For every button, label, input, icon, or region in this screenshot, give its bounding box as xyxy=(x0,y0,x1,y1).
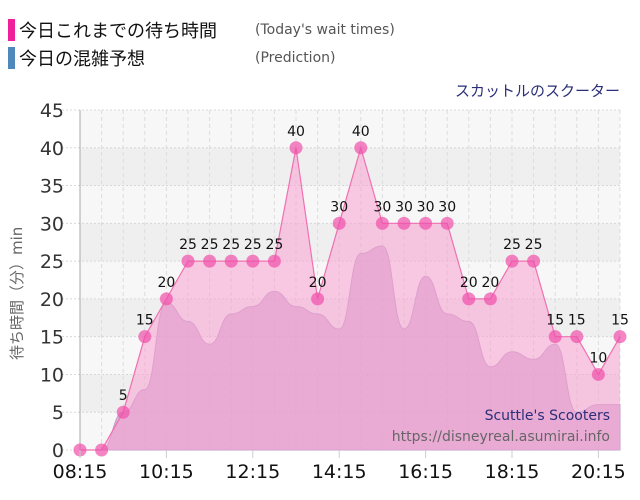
data-point xyxy=(267,254,281,268)
data-point xyxy=(462,292,476,306)
data-label: 25 xyxy=(525,237,543,253)
legend-today-en: (Today's wait times) xyxy=(255,22,395,38)
y-tick-label: 20 xyxy=(40,289,64,311)
data-label: 15 xyxy=(136,313,154,329)
data-point xyxy=(483,292,497,306)
data-point xyxy=(570,330,584,344)
watermark-url: https://disneyreal.asumirai.info xyxy=(392,429,610,445)
x-tick-label: 18:15 xyxy=(485,461,540,483)
data-label: 25 xyxy=(244,237,262,253)
data-point xyxy=(203,254,217,268)
data-point xyxy=(159,292,173,306)
data-point xyxy=(181,254,195,268)
data-label: 20 xyxy=(157,275,175,291)
y-axis-label: 待ち時間（分）min xyxy=(8,227,26,360)
legend-item-today: 今日これまでの待ち時間 (Today's wait times) xyxy=(8,16,395,44)
x-tick-label: 20:15 xyxy=(571,461,626,483)
x-tick-label: 08:15 xyxy=(53,461,108,483)
data-label: 25 xyxy=(265,237,283,253)
data-label: 40 xyxy=(352,124,370,140)
data-label: 20 xyxy=(481,275,499,291)
data-point xyxy=(116,405,130,419)
data-point xyxy=(289,141,303,155)
legend-prediction-label: 今日の混雑予想 xyxy=(19,49,145,70)
data-point xyxy=(332,216,346,230)
data-point xyxy=(419,216,433,230)
x-tick-label: 10:15 xyxy=(139,461,194,483)
legend-item-prediction: 今日の混雑予想 (Prediction) xyxy=(8,44,395,72)
data-points xyxy=(73,141,627,457)
data-point xyxy=(505,254,519,268)
y-tick-label: 10 xyxy=(40,364,64,386)
legend-prediction-en: (Prediction) xyxy=(255,50,336,66)
y-tick-label: 25 xyxy=(40,251,64,273)
y-tick-label: 35 xyxy=(40,176,64,198)
data-point xyxy=(440,216,454,230)
y-tick-label: 45 xyxy=(40,100,64,122)
data-label: 25 xyxy=(503,237,521,253)
today-swatch xyxy=(8,19,15,41)
data-label: 30 xyxy=(395,199,413,215)
data-point xyxy=(246,254,260,268)
x-tick-label: 16:15 xyxy=(398,461,453,483)
data-label: 5 xyxy=(119,388,128,404)
y-tick-label: 40 xyxy=(40,138,64,160)
attraction-title: スカットルのスクーター xyxy=(454,82,620,100)
data-label: 15 xyxy=(546,313,564,329)
data-label: 15 xyxy=(611,313,629,329)
y-tick-label: 30 xyxy=(40,213,64,235)
x-tick-label: 12:15 xyxy=(225,461,280,483)
y-tick-label: 5 xyxy=(52,402,64,424)
legend-today-label: 今日これまでの待ち時間 xyxy=(19,21,217,42)
data-label: 10 xyxy=(589,350,607,366)
data-label: 25 xyxy=(201,237,219,253)
y-tick-label: 15 xyxy=(40,327,64,349)
data-point xyxy=(527,254,541,268)
legend: 今日これまでの待ち時間 (Today's wait times) 今日の混雑予想… xyxy=(8,16,395,72)
data-point xyxy=(613,330,627,344)
data-label: 40 xyxy=(287,124,305,140)
data-point xyxy=(138,330,152,344)
x-axis: 08:15 10:15 12:15 14:15 16:15 18:15 20:15 xyxy=(53,450,626,483)
data-point xyxy=(224,254,238,268)
data-label: 25 xyxy=(222,237,240,253)
watermark-name: Scuttle's Scooters xyxy=(485,408,610,424)
data-label: 30 xyxy=(373,199,391,215)
x-tick-label: 14:15 xyxy=(312,461,367,483)
data-label: 20 xyxy=(460,275,478,291)
data-label: 25 xyxy=(179,237,197,253)
y-tick-label: 0 xyxy=(52,440,64,462)
y-axis: 0 5 10 15 20 25 30 35 40 45 xyxy=(40,100,64,462)
data-label: 30 xyxy=(330,199,348,215)
data-point xyxy=(375,216,389,230)
data-label: 15 xyxy=(568,313,586,329)
data-label: 20 xyxy=(309,275,327,291)
data-point xyxy=(311,292,325,306)
data-label: 30 xyxy=(438,199,456,215)
data-label: 30 xyxy=(417,199,435,215)
data-point xyxy=(591,367,605,381)
data-point xyxy=(354,141,368,155)
prediction-swatch xyxy=(8,47,15,69)
data-point xyxy=(95,443,109,457)
data-point xyxy=(397,216,411,230)
data-point xyxy=(548,330,562,344)
